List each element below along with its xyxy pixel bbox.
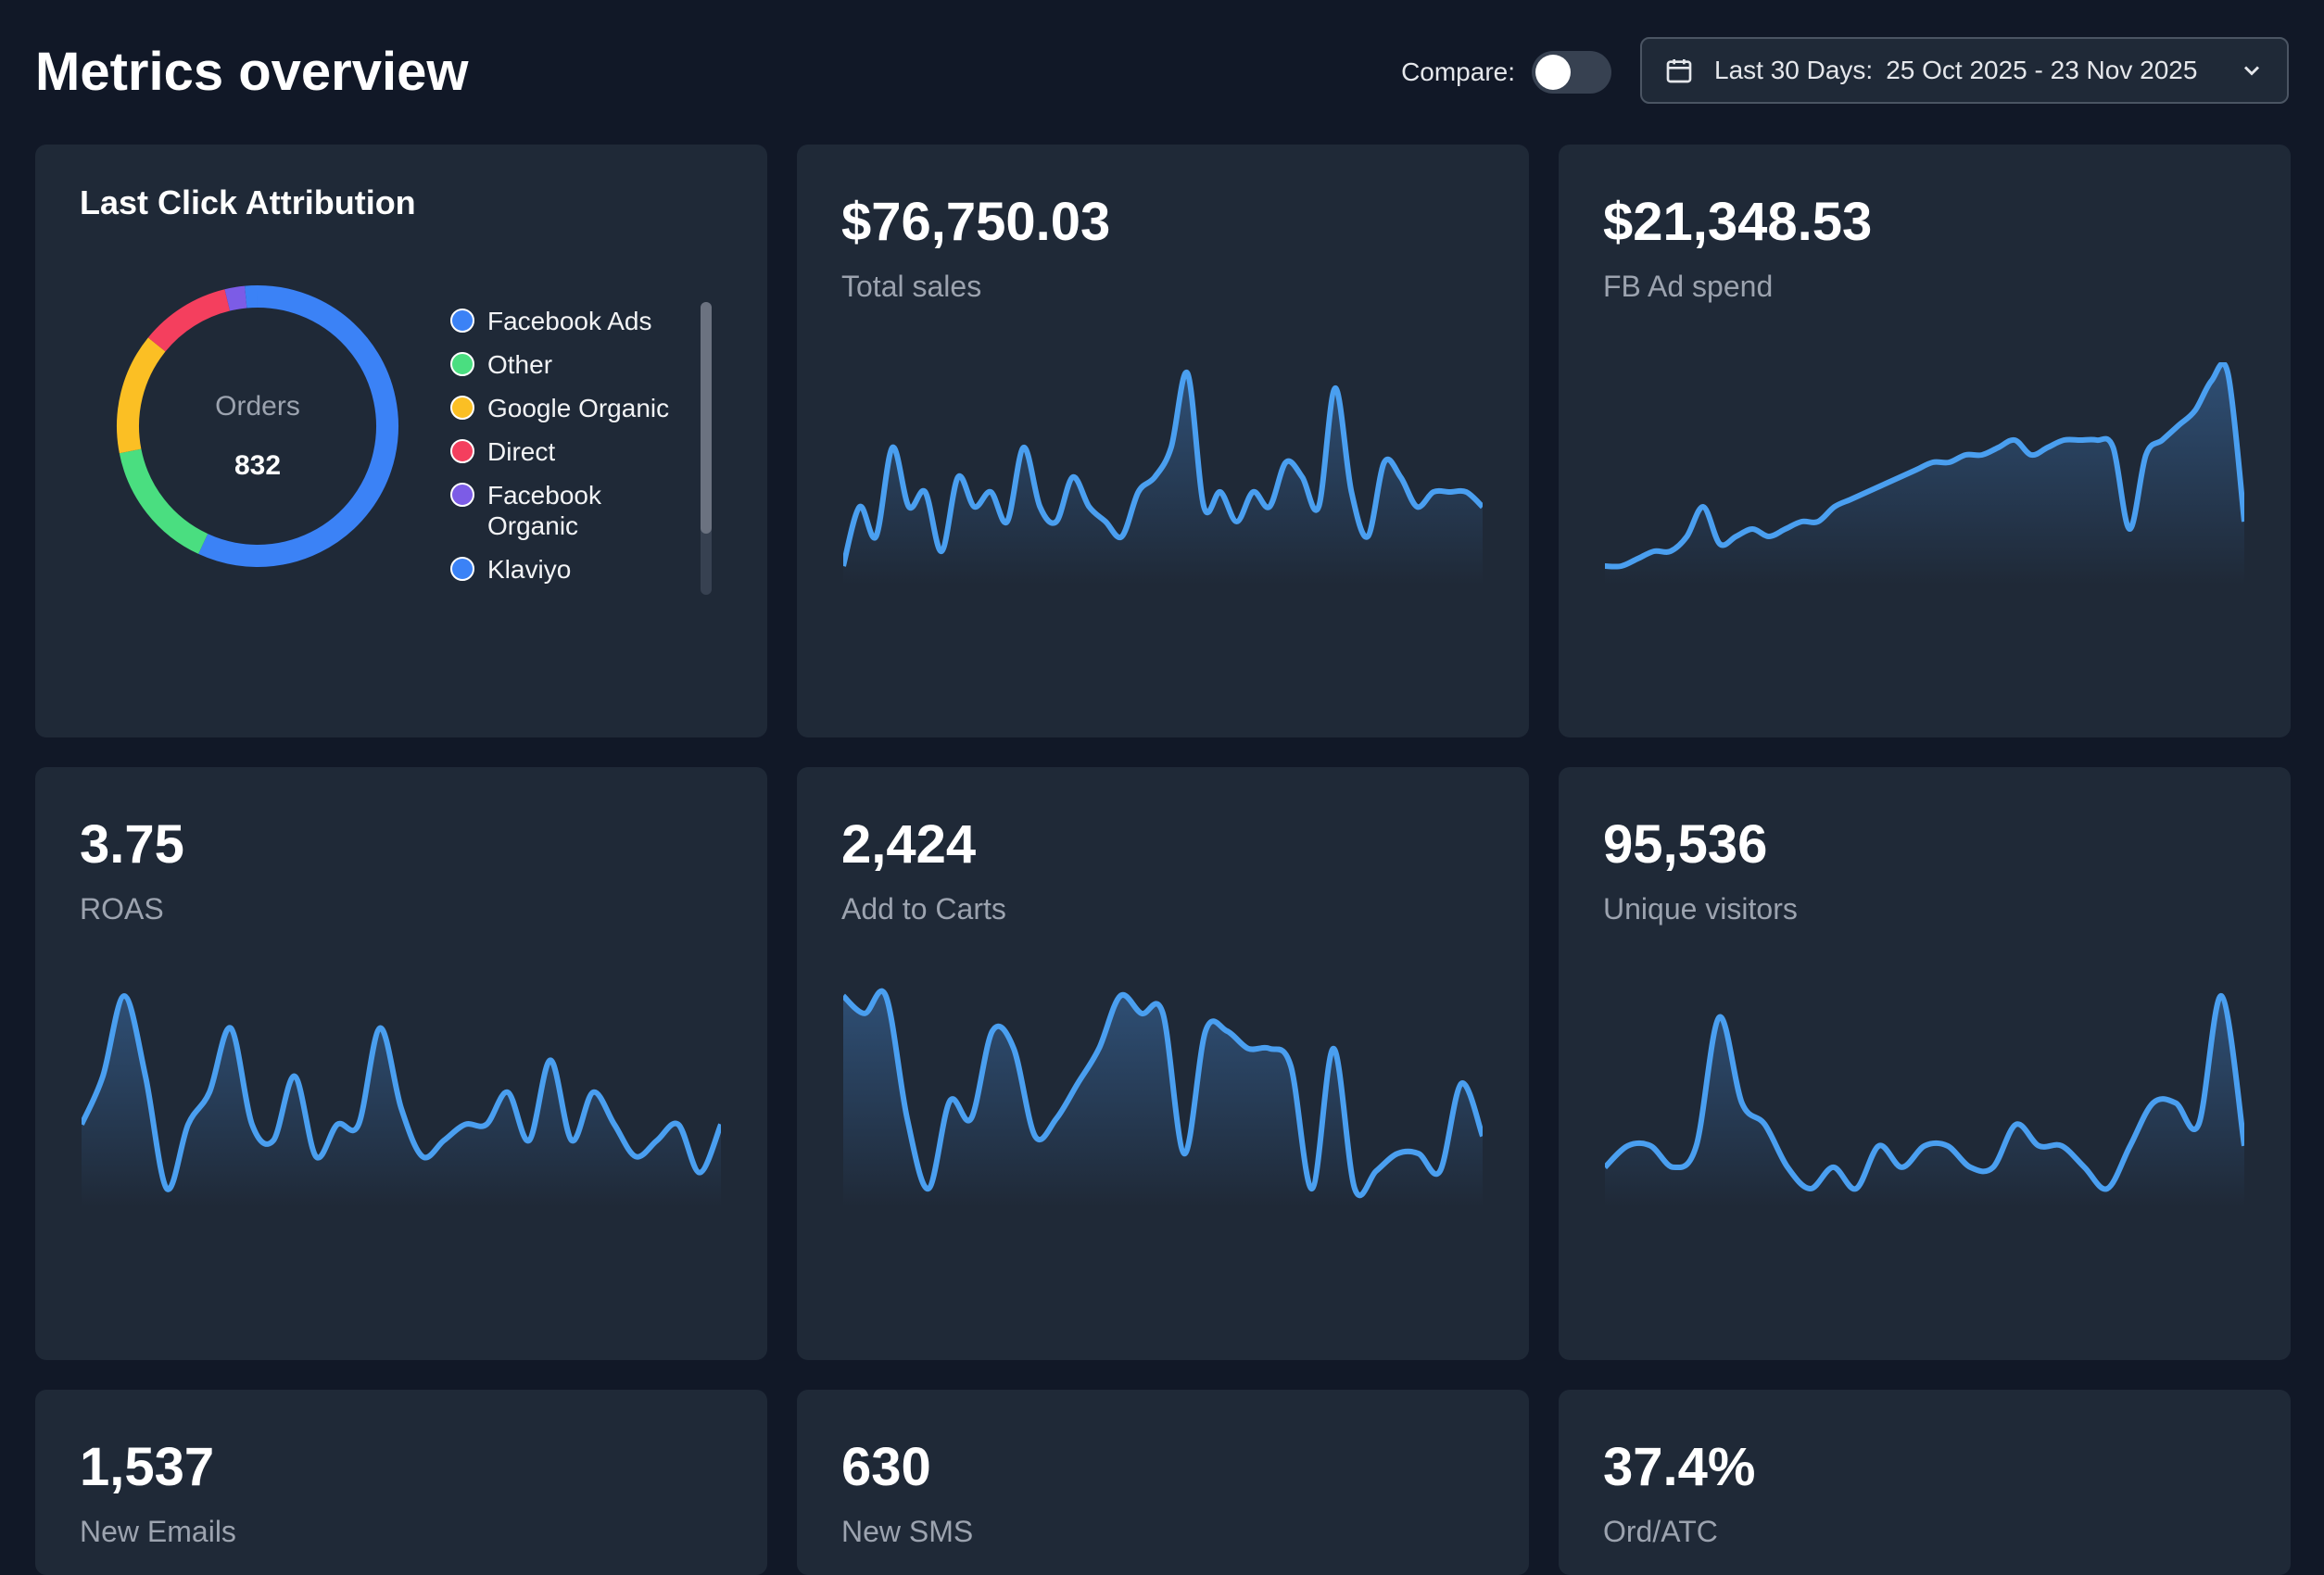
- metric-label: FB Ad spend: [1603, 270, 1774, 303]
- metric-value: 1,537: [80, 1437, 215, 1497]
- sparkline-chart: [843, 370, 1483, 585]
- donut-segment-google-organic[interactable]: [117, 337, 166, 454]
- donut-segment-klaviyo[interactable]: [245, 285, 259, 309]
- metric-value: 630: [841, 1437, 931, 1497]
- legend-scrollbar-thumb[interactable]: [701, 302, 712, 534]
- sparkline-chart: [1605, 362, 2244, 585]
- metric-card-add-to-carts[interactable]: 2,424 Add to Carts: [797, 767, 1529, 1360]
- donut-segment-direct[interactable]: [147, 289, 231, 352]
- attribution-legend: Facebook Ads Other Google Organic Direct…: [450, 306, 728, 598]
- legend-label: Direct: [487, 437, 556, 466]
- orders-donut-chart: Orders 832: [117, 285, 398, 567]
- metric-card-fb-ad-spend[interactable]: $21,348.53 FB Ad spend: [1559, 145, 2291, 737]
- legend-scrollbar[interactable]: [701, 302, 712, 595]
- page-header: Metrics overview Compare: Last 30 Days: …: [35, 37, 2289, 107]
- donut-center-value: 832: [234, 450, 281, 481]
- sparkline-chart: [843, 988, 1483, 1207]
- metric-card-new-sms[interactable]: 630 New SMS: [797, 1390, 1529, 1575]
- donut-segment-other[interactable]: [119, 448, 208, 554]
- metric-card-new-emails[interactable]: 1,537 New Emails: [35, 1390, 767, 1575]
- metric-label: Ord/ATC: [1603, 1515, 1718, 1548]
- date-range-button[interactable]: Last 30 Days: 25 Oct 2025 - 23 Nov 2025: [1640, 37, 2289, 104]
- date-range-label: Last 30 Days:: [1714, 56, 1874, 84]
- chevron-down-icon: [2243, 66, 2260, 76]
- sparkline-line: [843, 988, 1483, 1199]
- legend-dot: [450, 483, 474, 507]
- calendar-icon: [1666, 59, 1692, 83]
- metric-label: New SMS: [841, 1515, 974, 1548]
- metric-label: Total sales: [841, 270, 982, 303]
- date-range-value: 25 Oct 2025 - 23 Nov 2025: [1886, 56, 2198, 84]
- legend-item[interactable]: Google Organic: [450, 393, 728, 423]
- metric-card-total-sales[interactable]: $76,750.03 Total sales: [797, 145, 1529, 737]
- attribution-card: Last Click Attribution Orders 832 Facebo…: [35, 145, 767, 737]
- legend-item[interactable]: Facebook Ads: [450, 306, 728, 336]
- legend-item[interactable]: Klaviyo: [450, 554, 728, 585]
- metric-label: ROAS: [80, 892, 164, 926]
- legend-dot: [450, 309, 474, 333]
- legend-label: Facebook Organic: [487, 481, 601, 540]
- metric-value: 2,424: [841, 814, 977, 875]
- legend-dot: [450, 439, 474, 463]
- metric-value: $21,348.53: [1603, 192, 1873, 252]
- sparkline-area: [843, 990, 1483, 1207]
- sparkline-area: [82, 996, 721, 1207]
- donut-segment-facebook-ads[interactable]: [198, 285, 398, 567]
- legend-item[interactable]: Direct: [450, 436, 728, 467]
- legend-label: Other: [487, 350, 553, 379]
- sparkline-area: [1605, 995, 2244, 1207]
- metric-card-roas[interactable]: 3.75 ROAS: [35, 767, 767, 1360]
- legend-label: Facebook Ads: [487, 307, 652, 335]
- donut-segment-facebook-organic[interactable]: [224, 285, 247, 311]
- legend-dot: [450, 396, 474, 420]
- metric-value: $76,750.03: [841, 192, 1111, 252]
- compare-control: Compare:: [1401, 37, 1611, 107]
- compare-label: Compare:: [1401, 57, 1515, 86]
- metric-value: 3.75: [80, 814, 184, 875]
- donut-center-label: Orders: [215, 391, 300, 422]
- compare-toggle[interactable]: [1532, 51, 1611, 94]
- metric-label: Add to Carts: [841, 892, 1006, 926]
- sparkline-line: [1605, 362, 2244, 570]
- sparkline-chart: [1605, 992, 2244, 1207]
- legend-dot: [450, 557, 474, 581]
- sparkline-area: [843, 372, 1483, 585]
- attribution-title: Last Click Attribution: [80, 183, 416, 221]
- metric-value: 37.4%: [1603, 1437, 1756, 1497]
- metric-value: 95,536: [1603, 814, 1768, 875]
- sparkline-line: [843, 370, 1483, 567]
- sparkline-area: [1605, 363, 2244, 585]
- legend-item[interactable]: Other: [450, 349, 728, 380]
- metric-card-unique-visitors[interactable]: 95,536 Unique visitors: [1559, 767, 2291, 1360]
- legend-dot: [450, 352, 474, 376]
- page-title: Metrics overview: [35, 42, 469, 102]
- legend-label: Google Organic: [487, 394, 670, 422]
- sparkline-line: [82, 993, 721, 1192]
- legend-item[interactable]: Facebook Organic: [450, 480, 636, 541]
- legend-label: Klaviyo: [487, 555, 572, 584]
- toggle-knob: [1535, 55, 1571, 90]
- sparkline-line: [1605, 992, 2244, 1192]
- metric-label: Unique visitors: [1603, 892, 1798, 926]
- sparkline-chart: [82, 993, 721, 1207]
- metric-label: New Emails: [80, 1515, 236, 1548]
- metric-card-ord-atc[interactable]: 37.4% Ord/ATC: [1559, 1390, 2291, 1575]
